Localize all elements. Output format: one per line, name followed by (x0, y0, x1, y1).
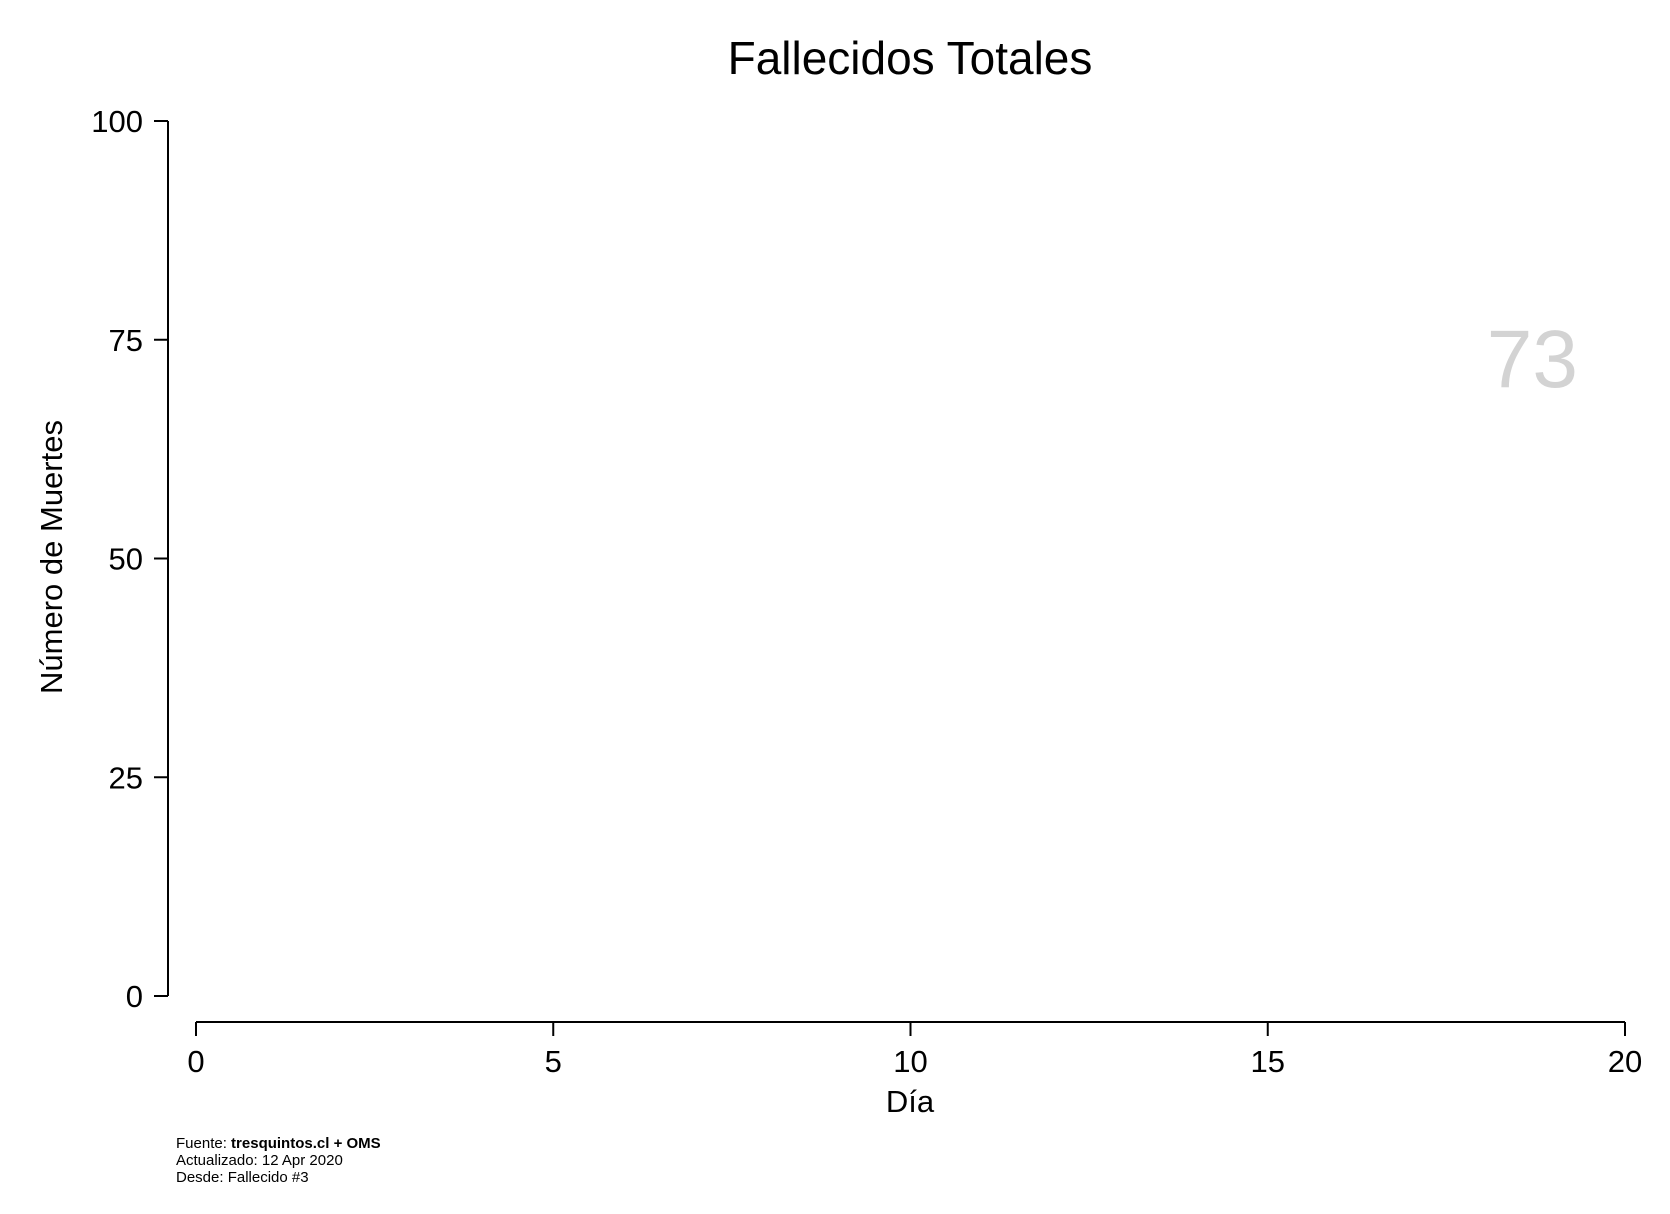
footer-since: Desde: Fallecido #3 (176, 1169, 309, 1186)
y-tick-label: 100 (91, 104, 143, 139)
y-tick-label: 25 (109, 760, 143, 795)
x-tick-label: 10 (893, 1044, 927, 1079)
y-tick-label: 0 (126, 979, 143, 1014)
y-tick-label: 50 (109, 542, 143, 577)
x-axis-label: Día (886, 1084, 935, 1119)
footer-source-prefix: Fuente: (176, 1135, 231, 1152)
x-tick-label: 20 (1608, 1044, 1642, 1079)
x-ticks: 0 5 10 15 20 (187, 1022, 1642, 1079)
current-value-label: 73 (1487, 314, 1578, 405)
footer-source: Fuente: tresquintos.cl + OMS (176, 1135, 381, 1152)
y-tick-label: 75 (109, 323, 143, 358)
x-tick-label: 0 (187, 1044, 204, 1079)
footer-updated: Actualizado: 12 Apr 2020 (176, 1152, 343, 1169)
footer-source-name: tresquintos.cl + OMS (231, 1135, 381, 1152)
chart-title: Fallecidos Totales (728, 32, 1093, 84)
y-ticks: 0 25 50 75 100 (91, 104, 168, 1014)
x-tick-label: 5 (545, 1044, 562, 1079)
x-tick-label: 15 (1251, 1044, 1285, 1079)
y-axis-label: Número de Muertes (34, 420, 69, 694)
